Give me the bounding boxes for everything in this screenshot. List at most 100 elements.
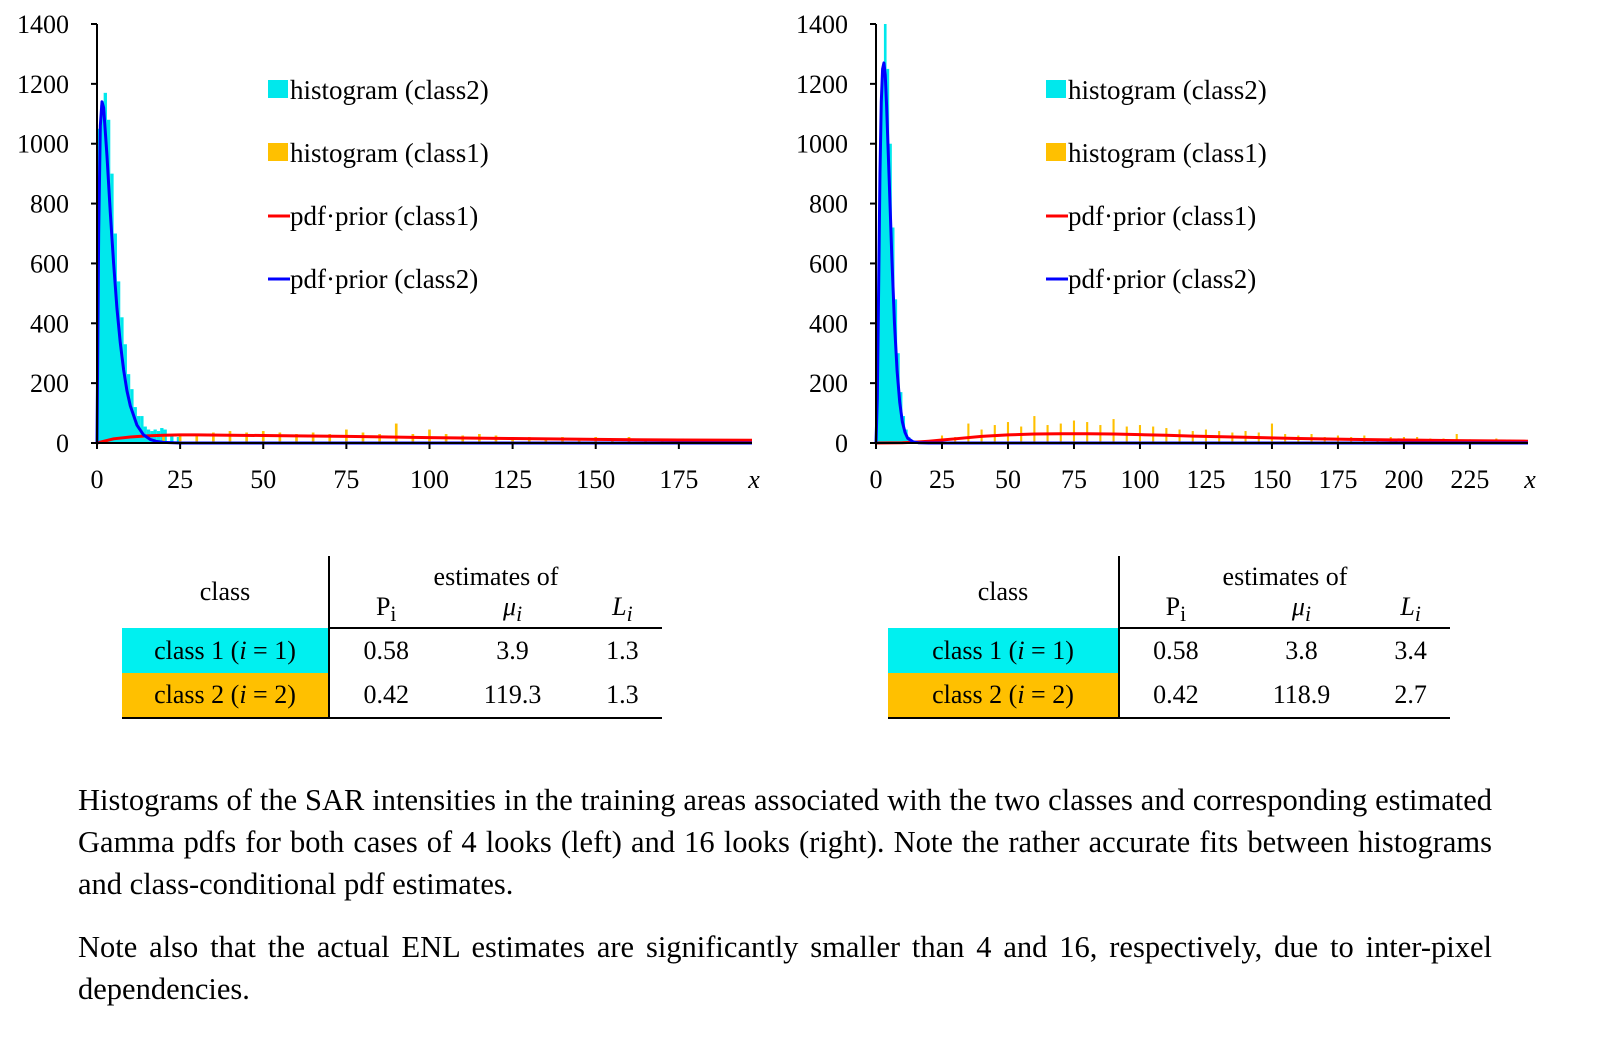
value-P: 0.42 [1119, 673, 1232, 720]
histogram-bar [311, 432, 315, 443]
histogram-bar [1072, 420, 1076, 443]
x-tick-label: 0 [91, 465, 104, 494]
value-L: 1.3 [606, 636, 639, 666]
histogram-bar [1033, 416, 1036, 443]
y-tick-label: 1000 [796, 130, 848, 159]
x-tick-label: 175 [659, 465, 698, 494]
value-mu: 3.8 [1285, 636, 1318, 666]
histogram-chart-16-looks: 0 200 400 600 800 1000 1200 1400 0 25 50 75 100 125 15… [796, 10, 1536, 494]
histogram-bar [245, 432, 248, 443]
y-tick-label: 600 [809, 249, 848, 278]
figure-caption: Histograms of the SAR intensities in the… [78, 783, 1492, 901]
histogram-bar [176, 437, 181, 443]
y-tick-label: 200 [30, 369, 69, 398]
x-tick-label: 100 [410, 465, 449, 494]
histogram-bar [195, 435, 199, 443]
histogram-bar [1112, 419, 1115, 443]
histogram-bar [967, 423, 970, 443]
y-tick-label: 1400 [796, 10, 848, 39]
histogram-bar [1455, 434, 1458, 443]
value-mu: 119.3 [442, 673, 583, 720]
histogram-bar [394, 423, 398, 443]
legend-label: pdf·prior (class1) [1068, 201, 1256, 231]
x-tick-label: 100 [1120, 465, 1159, 494]
table-row: class 1 (i = 1) 0.58 3.9 1.3 [122, 628, 662, 674]
x-tick-label: 225 [1450, 465, 1489, 494]
plot-area [874, 24, 1529, 445]
legend-swatch [268, 80, 288, 98]
x-tick-label: 125 [493, 465, 532, 494]
x-tick-label: 0 [870, 465, 883, 494]
estimates-table-4-looks: class estimates of Pi μi Li class 1 (i =… [122, 556, 662, 720]
histogram-bar [544, 438, 548, 443]
histogram-bar [162, 435, 165, 443]
value-P: 0.42 [329, 673, 443, 720]
legend-label: pdf·prior (class2) [290, 264, 478, 294]
header-class: class [122, 556, 330, 629]
x-tick-label: 50 [995, 465, 1021, 494]
legend-label: pdf·prior (class2) [1068, 264, 1256, 294]
histogram-bar [228, 431, 232, 443]
histogram-bar [295, 434, 298, 443]
figure-caption-note: Note also that the actual ENL estimates … [78, 930, 1492, 1006]
y-tick-label: 600 [30, 249, 69, 278]
legend-label: histogram (class1) [1068, 138, 1267, 168]
histogram-bar [577, 438, 581, 443]
legend-label: histogram (class2) [290, 75, 489, 105]
y-tick-label: 800 [30, 190, 69, 219]
value-L: 2.7 [1371, 673, 1450, 720]
symbol-mu: μi [442, 592, 583, 630]
symbol-L: Li [582, 592, 662, 630]
series-line-pdf-class1 [96, 433, 753, 445]
legend-swatch [1046, 143, 1066, 161]
histogram-class2-fill [876, 62, 1528, 443]
x-tick-label: 150 [1252, 465, 1291, 494]
estimates-table-16-looks: class estimates of Pi μi Li class 1 (i =… [888, 556, 1450, 720]
x-tick-label: 75 [333, 465, 359, 494]
legend: histogram (class2) histogram (class1) pdf·… [268, 75, 489, 294]
value-mu: 118.9 [1231, 673, 1372, 720]
x-tick-label: 75 [1061, 465, 1087, 494]
symbol-L: Li [1371, 592, 1450, 630]
legend: histogram (class2) histogram (class1) pdf·… [1046, 75, 1267, 294]
histogram-bar [328, 434, 332, 443]
y-tick-label: 200 [809, 369, 848, 398]
histogram-bar [212, 432, 215, 443]
legend-swatch [268, 143, 288, 161]
symbol-P: Pi [329, 592, 443, 630]
legend-label: histogram (class1) [290, 138, 489, 168]
x-tick-label: 25 [929, 465, 955, 494]
header-estimates: estimates of [1222, 562, 1348, 591]
histogram-bar [993, 425, 996, 443]
x-tick-label: 175 [1318, 465, 1357, 494]
y-tick-label: 0 [56, 429, 69, 458]
histogram-bar [156, 431, 161, 443]
class-2-cell: class 2 (i = 2) [888, 673, 1120, 720]
table-row: class 2 (i = 2) 0.42 118.9 2.7 [888, 673, 1450, 720]
table-row: class 2 (i = 2) 0.42 119.3 1.3 [122, 673, 662, 720]
histogram-bar [378, 434, 381, 443]
histogram-bar [1270, 423, 1274, 443]
plot-area [95, 92, 753, 445]
histogram-chart-4-looks: 0 200 400 600 800 1000 1200 1400 0 25 50 75 100 125 15… [17, 10, 760, 494]
x-tick-label: 200 [1384, 465, 1423, 494]
header-estimates: estimates of [433, 562, 559, 591]
histogram-bar [178, 434, 182, 443]
class-1-cell: class 1 (i = 1) [122, 628, 330, 674]
class-2-cell: class 2 (i = 2) [122, 673, 330, 720]
x-axis-label: x [1523, 465, 1536, 494]
y-tick-label: 1000 [17, 130, 69, 159]
series-line-pdf-class2 [874, 61, 1528, 445]
value-P: 0.58 [1153, 636, 1199, 666]
table-row: class 1 (i = 1) 0.58 3.8 3.4 [888, 628, 1450, 674]
class-1-cell: class 1 (i = 1) [888, 628, 1120, 674]
legend-swatch [1046, 80, 1066, 98]
histogram-bar [170, 434, 174, 443]
value-L: 1.3 [582, 673, 662, 720]
symbol-P: Pi [1119, 592, 1232, 630]
histogram-bar [1006, 422, 1010, 443]
value-P: 0.58 [363, 636, 409, 666]
value-L: 3.4 [1394, 636, 1427, 666]
y-tick-label: 400 [30, 309, 69, 338]
x-axis-label: x [747, 465, 760, 494]
